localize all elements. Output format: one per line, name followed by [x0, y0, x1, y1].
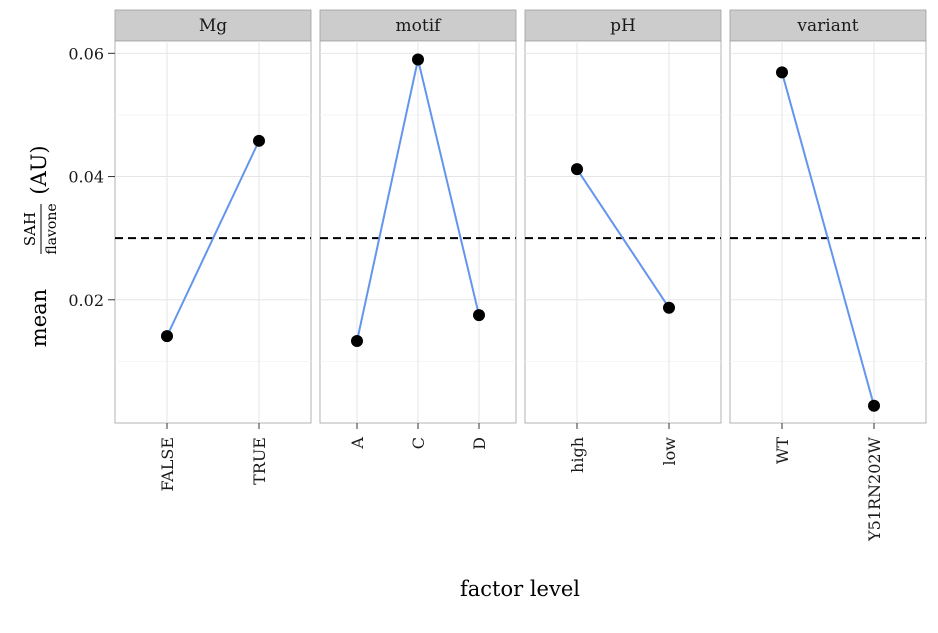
data-point — [473, 309, 485, 322]
x-tick-label: D — [470, 437, 489, 450]
data-point — [412, 53, 424, 66]
data-point — [663, 301, 675, 314]
data-point — [351, 335, 363, 348]
data-point — [571, 163, 583, 176]
y-axis-title-numerator: SAH — [21, 212, 39, 246]
facet-strip — [114, 9, 312, 42]
facet-panel-background — [729, 40, 927, 424]
y-tick-label: 0.04 — [68, 168, 104, 187]
facet-ph: pH high low — [524, 9, 722, 473]
facet-variant: variant WT Y51RN202W — [729, 9, 927, 542]
y-axis-title-unit: (AU) — [27, 145, 51, 194]
data-point — [868, 399, 880, 412]
y-axis-title-denominator: flavone — [44, 203, 60, 254]
y-tick-label: 0.02 — [68, 291, 104, 310]
series-line — [576, 168, 670, 309]
facet-strip-label: Mg — [199, 16, 227, 36]
y-axis: 0.02 0.04 0.06 — [68, 44, 115, 310]
x-axis-title: factor level — [460, 577, 580, 601]
facet-strip-label: motif — [396, 16, 443, 36]
facet-strip — [524, 9, 722, 42]
y-tick-label: 0.06 — [68, 44, 104, 63]
facet-mg: Mg FALSE TRUE — [114, 9, 312, 492]
x-tick-label: Y51RN202W — [865, 436, 884, 542]
facet-panels: Mg FALSE TRUE motif A C DpH high low variant WT Y51… — [114, 9, 927, 542]
facet-motif: motif A C D — [319, 9, 517, 450]
facet-strip-label: pH — [610, 16, 636, 36]
x-tick-label: FALSE — [158, 437, 177, 492]
x-tick-label: C — [409, 437, 428, 449]
x-tick-label: A — [348, 437, 367, 450]
facet-panel-background — [114, 40, 312, 424]
data-point — [161, 330, 173, 343]
facet-strip — [729, 9, 927, 42]
series-line — [166, 140, 260, 337]
series-line — [781, 72, 875, 407]
facet-panel-background — [524, 40, 722, 424]
facet-strip — [319, 9, 517, 42]
x-tick-label: low — [660, 437, 679, 466]
x-tick-label: WT — [773, 437, 792, 464]
x-tick-label: high — [568, 437, 587, 473]
y-axis-title-prefix: mean — [27, 289, 51, 347]
x-tick-label: TRUE — [250, 437, 269, 485]
data-point — [253, 134, 265, 147]
data-point — [776, 66, 788, 79]
y-axis-title: mean SAH flavone (AU) — [21, 145, 60, 347]
facet-strip-label: variant — [796, 16, 858, 36]
